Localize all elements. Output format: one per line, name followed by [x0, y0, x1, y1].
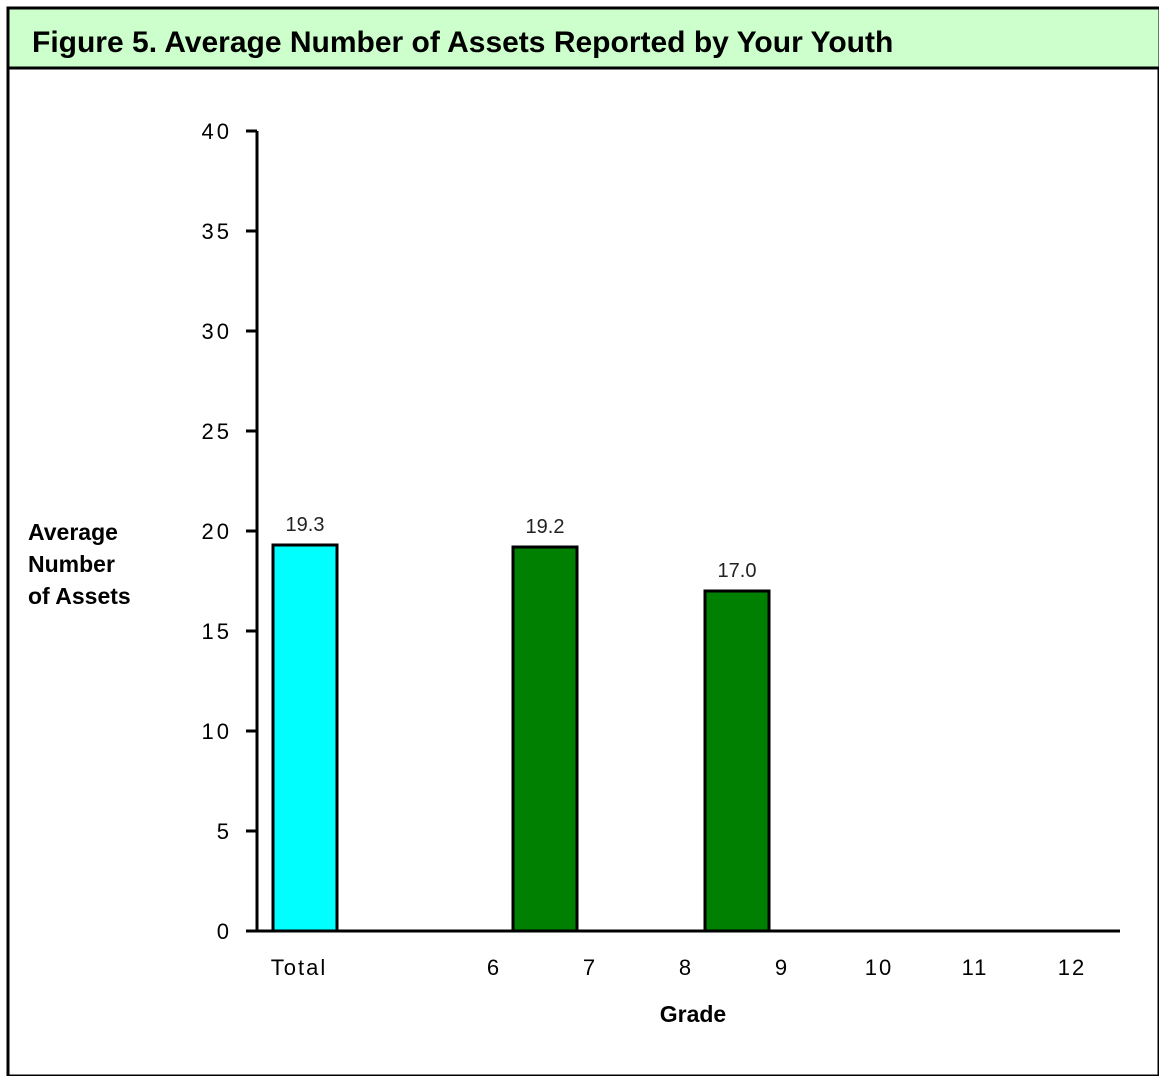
bar-8	[511, 545, 579, 933]
y-axis-title-line-1: Average	[28, 519, 118, 545]
x-tick-label-7: 7	[583, 955, 597, 980]
y-tick-label-0: 0	[217, 919, 232, 944]
chart-title: Figure 5. Average Number of Assets Repor…	[32, 26, 893, 59]
figure-border	[6, 6, 1159, 1076]
y-tick-label-30: 30	[202, 319, 232, 344]
title-banner	[9, 9, 1159, 68]
bar-total	[271, 543, 339, 933]
data-label-8: 19.2	[526, 516, 565, 538]
plot-area: 19.3 19.2 17.0 0 5 10 15 20 25 30 35 40 Total 6 7 8 9 10 1…	[202, 119, 1120, 980]
x-tick-label-11: 11	[962, 955, 989, 980]
y-axis-title-line-3: of Assets	[28, 583, 131, 609]
y-tick-label-35: 35	[202, 219, 232, 244]
y-tick-label-40: 40	[202, 119, 232, 144]
y-tick-label-25: 25	[202, 419, 232, 444]
data-label-10: 17.0	[718, 560, 757, 582]
x-tick-label-6: 6	[487, 955, 501, 980]
x-tick-label-12: 12	[1058, 955, 1086, 980]
x-tick-label-10: 10	[865, 955, 893, 980]
data-label-total: 19.3	[286, 514, 325, 536]
x-tick-label-total: Total	[271, 955, 327, 980]
y-axis-title: Average Number of Assets	[28, 519, 131, 609]
x-axis-title: Grade	[660, 1001, 726, 1027]
bar-10	[703, 589, 771, 933]
x-tick-label-8: 8	[679, 955, 693, 980]
x-tick-label-9: 9	[775, 955, 789, 980]
y-axis-title-line-2: Number	[28, 551, 115, 577]
y-tick-label-10: 10	[202, 719, 232, 744]
y-tick-label-5: 5	[217, 819, 232, 844]
y-tick-label-15: 15	[202, 619, 232, 644]
y-tick-label-20: 20	[202, 519, 232, 544]
